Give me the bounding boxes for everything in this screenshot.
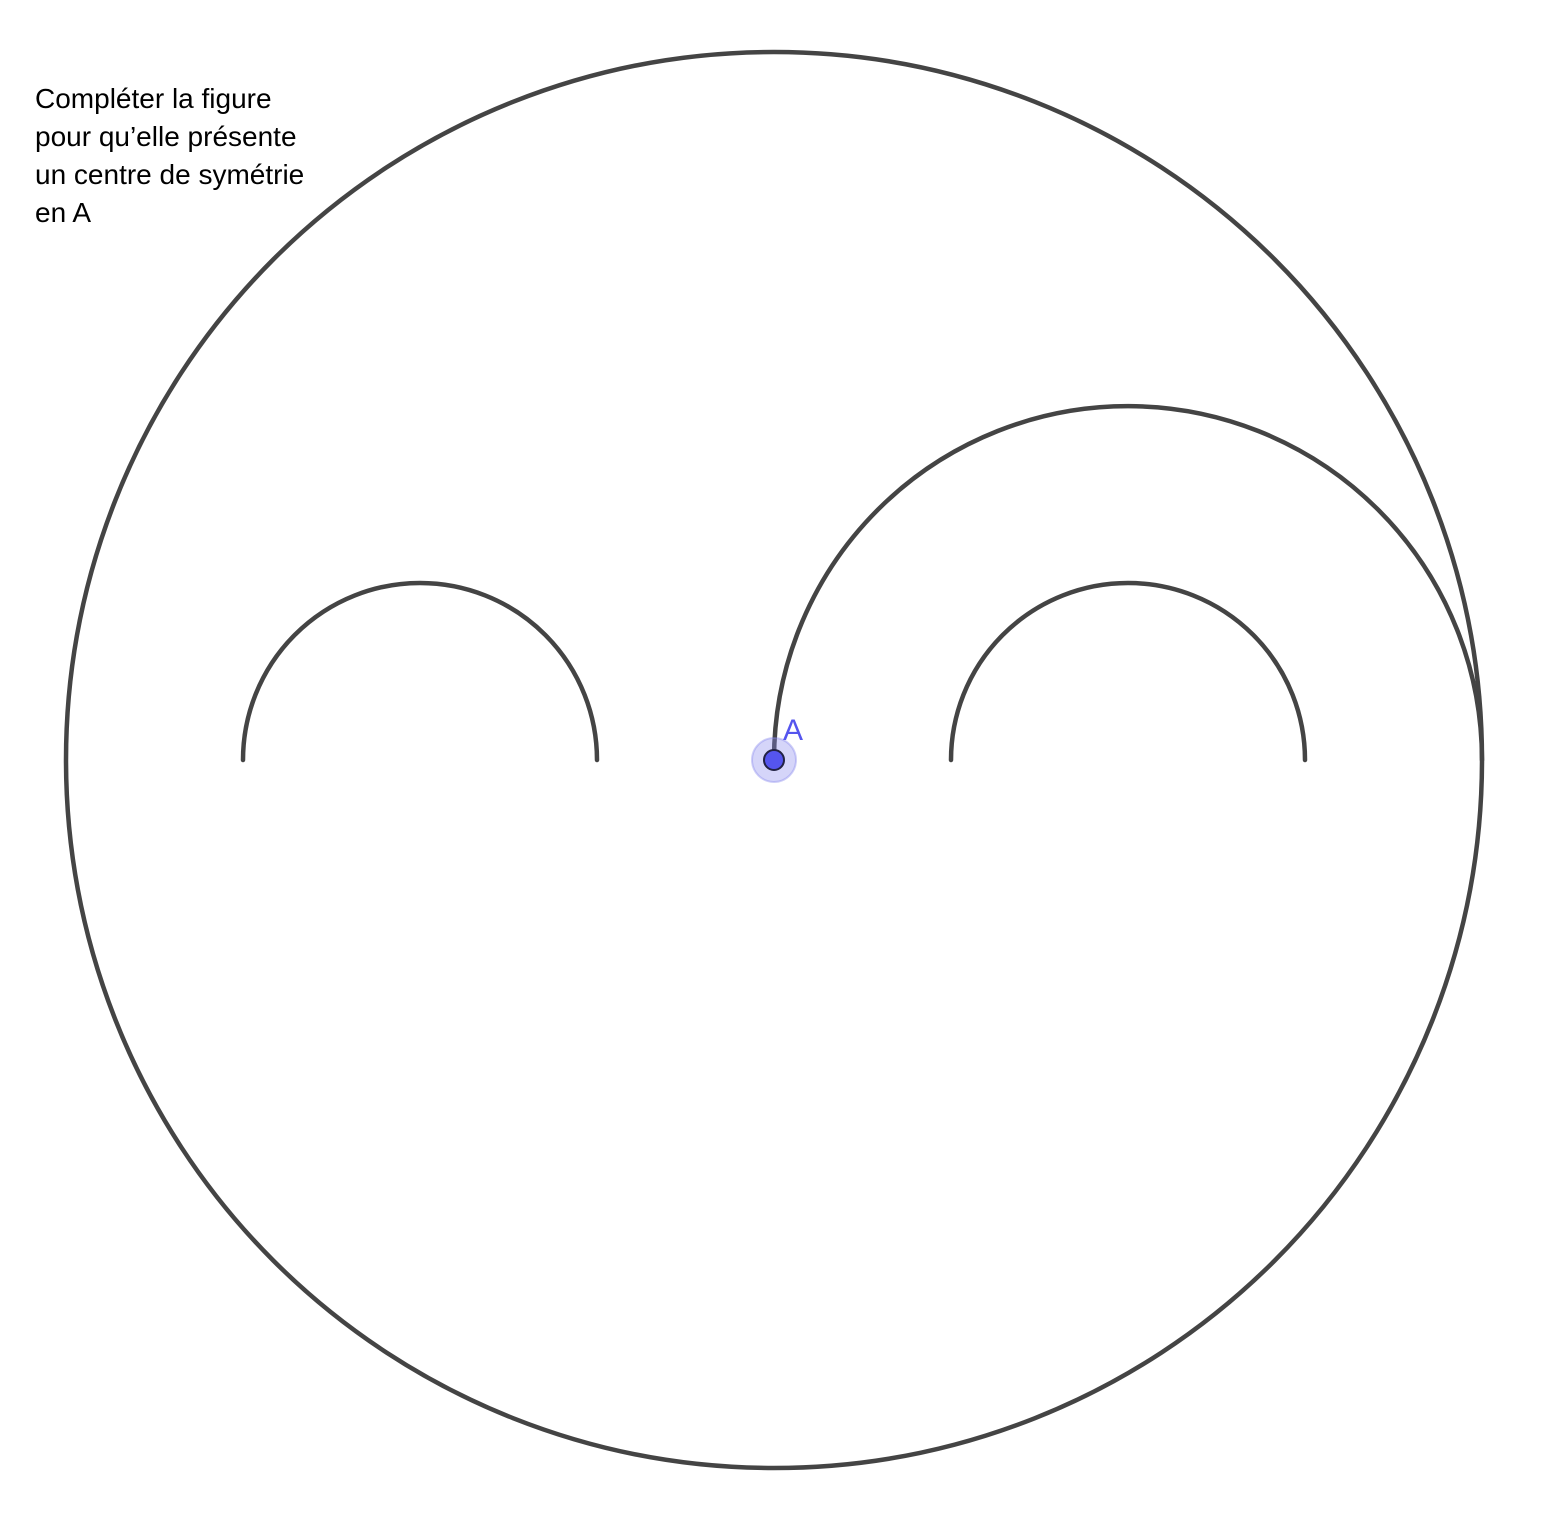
small-semicircle-right[interactable] — [948, 580, 1308, 763]
instruction-line-3: un centre de symétrie — [35, 159, 305, 190]
small-semicircle-left[interactable] — [240, 580, 600, 763]
instruction-line-2: pour qu’elle présente — [35, 121, 297, 152]
large-semicircle-right[interactable] — [771, 403, 1485, 763]
instruction-line-1: Compléter la figure — [35, 83, 272, 114]
instruction-text: Compléter la figure pour qu’elle présent… — [35, 80, 304, 232]
point-a[interactable]: A — [751, 714, 803, 783]
point-a-marker[interactable] — [763, 749, 785, 771]
point-a-label: A — [783, 714, 803, 747]
instruction-line-4: en A — [35, 197, 92, 228]
